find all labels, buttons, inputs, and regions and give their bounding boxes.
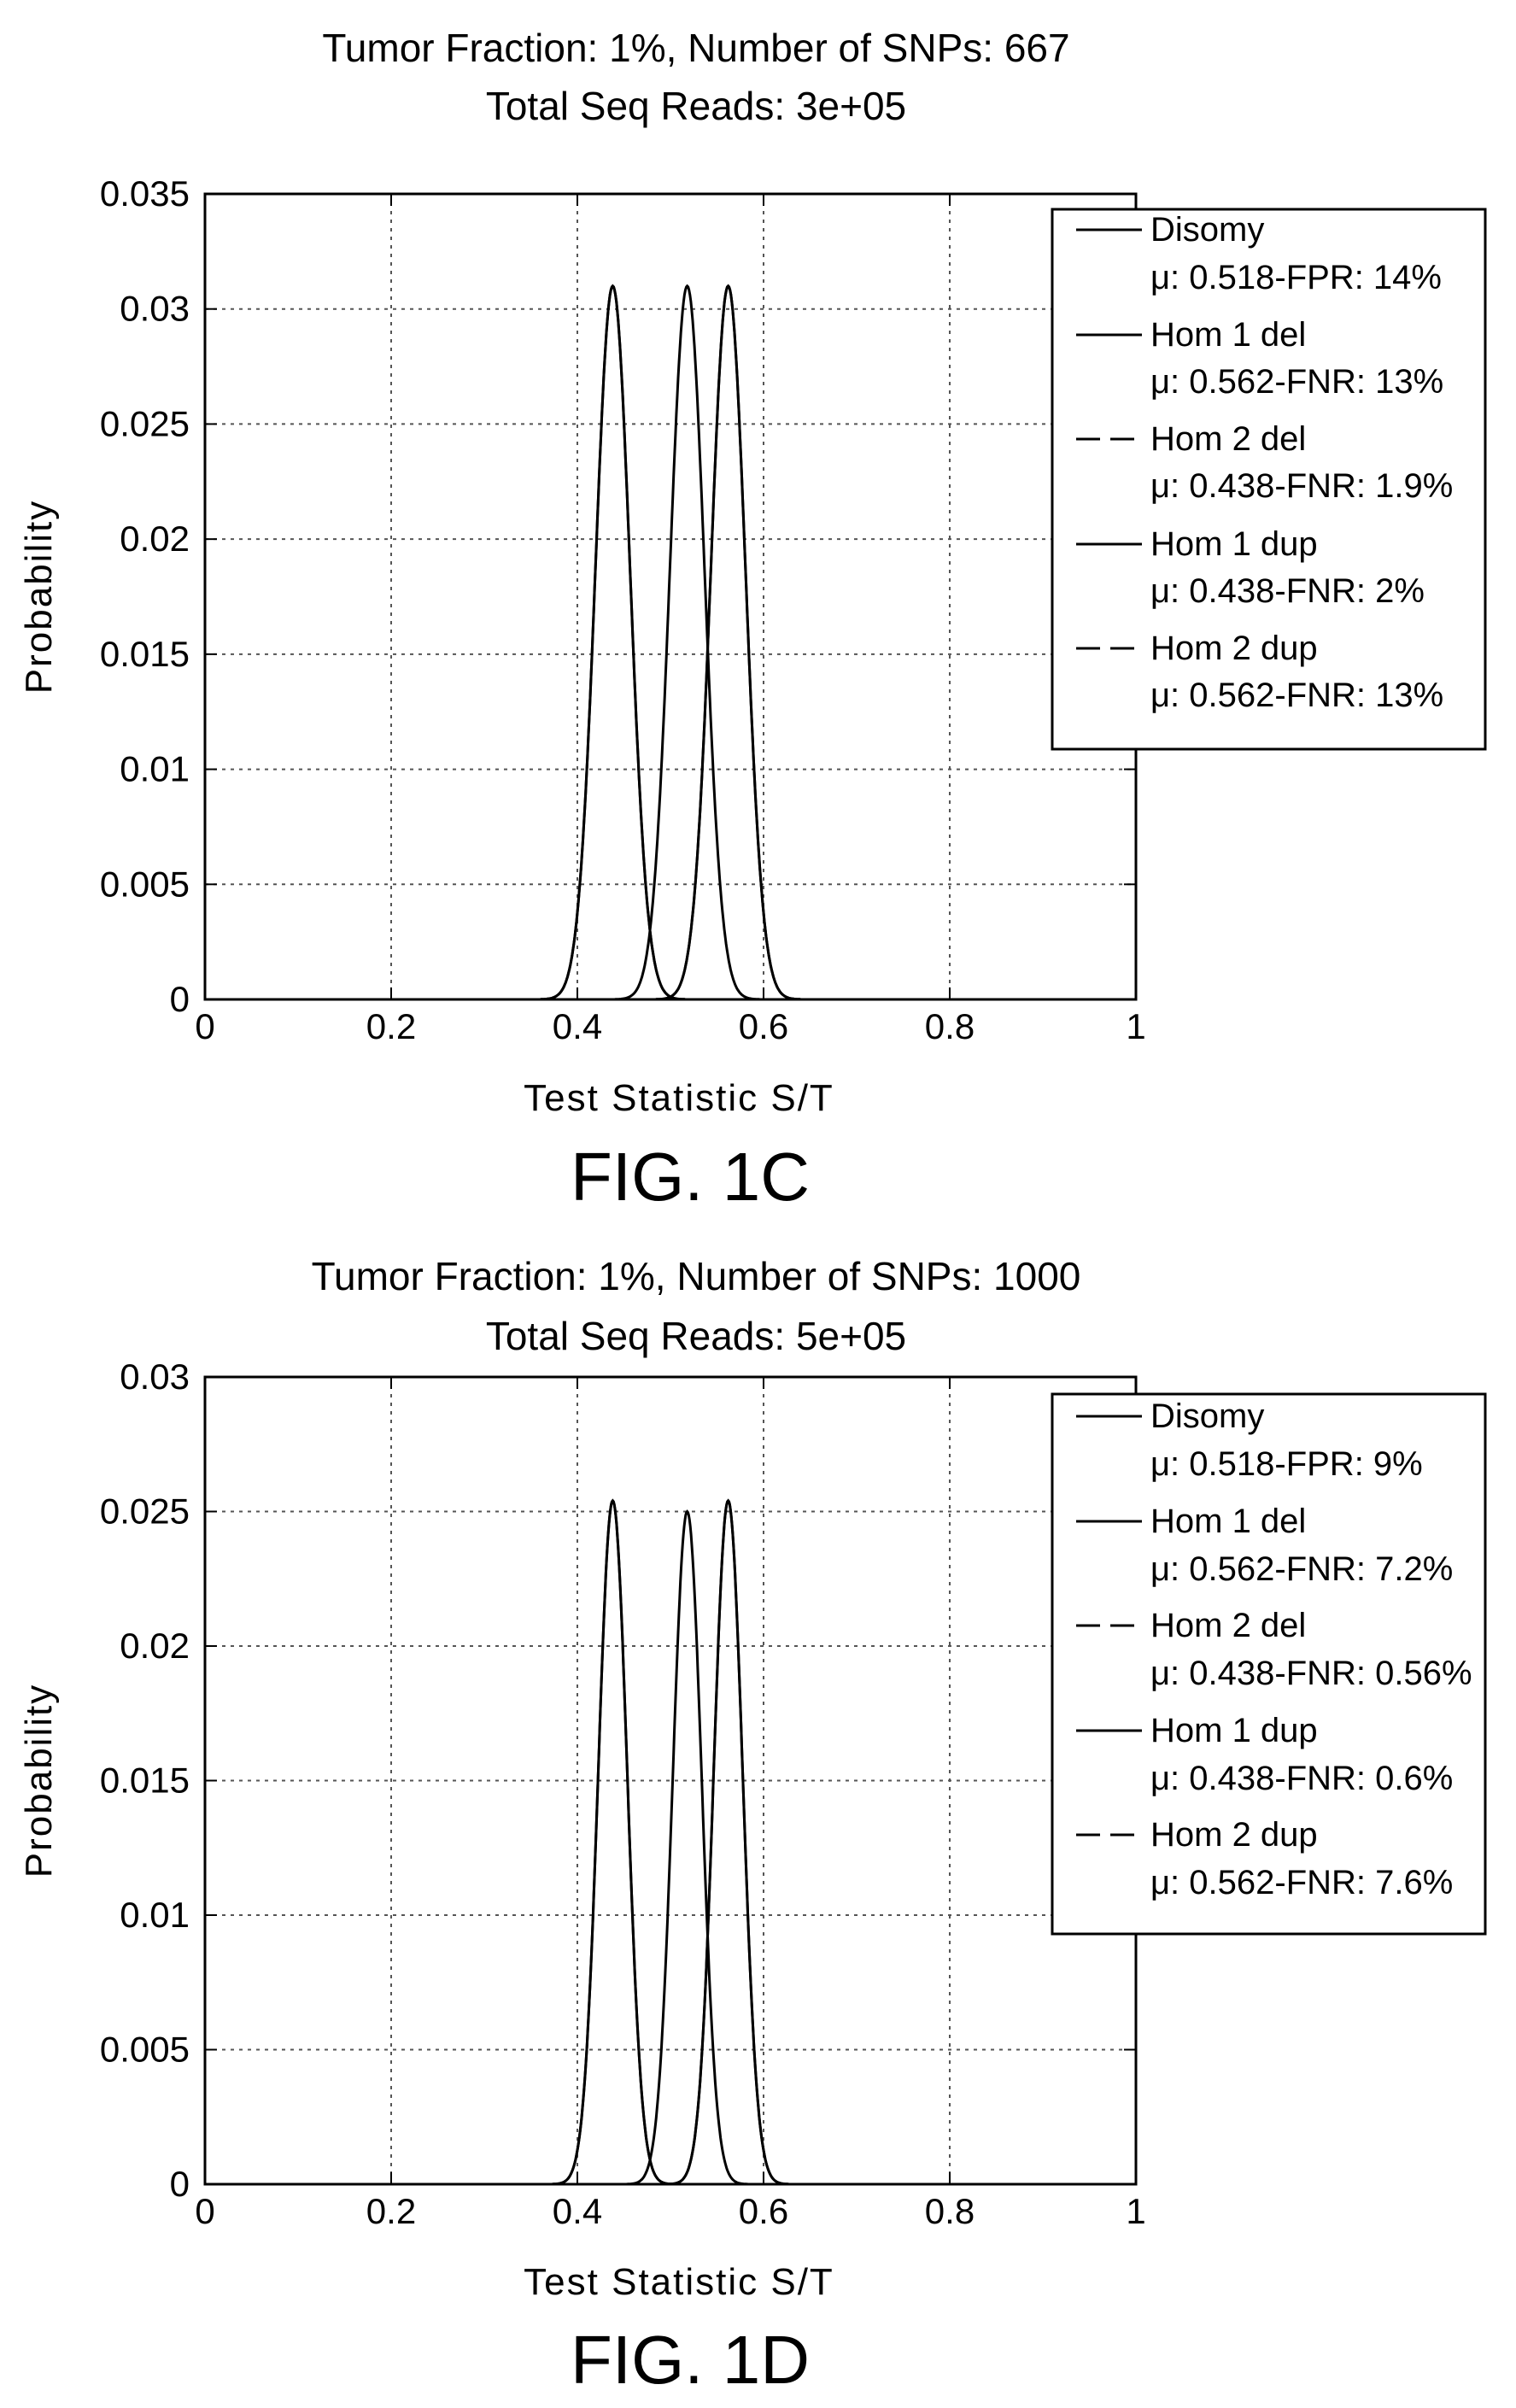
y-tick-label: 0.015: [100, 1761, 190, 1801]
x-tick-label: 0.6: [739, 2191, 788, 2231]
legend-label-4: Hom 1 dup: [1150, 525, 1318, 563]
chart-title-line: Total Seq Reads: 5e+05: [486, 1314, 906, 1358]
x-tick-label: 0.6: [739, 1006, 788, 1046]
figure-label: FIG. 1C: [571, 1139, 810, 1215]
x-tick-label: 0.8: [925, 2191, 975, 2231]
y-tick-label: 0.005: [100, 2030, 190, 2070]
series-line-4: [552, 1498, 674, 2186]
legend-label-3: Hom 2 del: [1150, 420, 1306, 458]
y-tick-label: 0.03: [120, 289, 190, 329]
series-line-5: [667, 1498, 789, 2186]
legend-label-5: Hom 2 dup: [1150, 1816, 1318, 1854]
series-line-3: [540, 284, 686, 1001]
chart-title-line: Total Seq Reads: 3e+05: [486, 84, 906, 128]
legend-detail-3: μ: 0.438-FNR: 1.9%: [1150, 467, 1453, 505]
y-tick-label: 0.01: [120, 1895, 190, 1935]
legend-detail-5: μ: 0.562-FNR: 7.6%: [1150, 1864, 1453, 1901]
y-tick-label: 0.005: [100, 864, 190, 904]
x-tick-label: 1: [1126, 1006, 1145, 1046]
y-tick-label: 0.035: [100, 173, 190, 214]
series-line-1: [614, 284, 760, 1001]
y-tick-label: 0.02: [120, 1626, 190, 1666]
y-tick-label: 0.02: [120, 519, 190, 559]
legend-label-5: Hom 2 dup: [1150, 630, 1318, 667]
legend-detail-4: μ: 0.438-FNR: 2%: [1150, 572, 1425, 610]
legend-box: [1051, 1392, 1487, 1936]
y-tick-label: 0.03: [120, 1356, 190, 1397]
y-tick-label: 0: [170, 2164, 190, 2204]
figure-label: FIG. 1D: [571, 2322, 810, 2398]
x-tick-label: 0: [195, 1006, 214, 1046]
y-axis-label: Probability: [18, 500, 60, 694]
series-line-2: [667, 1498, 789, 2186]
y-tick-label: 0.025: [100, 403, 190, 443]
y-tick-label: 0: [170, 979, 190, 1019]
legend-detail-3: μ: 0.438-FNR: 0.56%: [1150, 1655, 1472, 1692]
y-tick-label: 0.01: [120, 749, 190, 789]
legend-detail-2: μ: 0.562-FNR: 7.2%: [1150, 1550, 1453, 1588]
legend-label-3: Hom 2 del: [1150, 1607, 1306, 1644]
x-axis-label: Test Statistic S/T: [524, 2261, 834, 2303]
legend-label-4: Hom 1 dup: [1150, 1712, 1318, 1749]
legend-label-2: Hom 1 del: [1150, 316, 1306, 354]
plot-frame: [203, 192, 1138, 1001]
series-line-3: [552, 1498, 674, 2186]
legend-label-1: Disomy: [1150, 211, 1264, 249]
legend: Disomy μ: 0.518-FPR: 9% Hom 1 del μ: 0.562-…: [1051, 1392, 1487, 1936]
y-axis-label: Probability: [18, 1684, 60, 1878]
x-tick-label: 0: [195, 2191, 214, 2231]
y-tick-label: 0.025: [100, 1491, 190, 1532]
legend-detail-1: μ: 0.518-FPR: 14%: [1150, 259, 1442, 296]
legend-detail-1: μ: 0.518-FPR: 9%: [1150, 1445, 1423, 1483]
x-tick-label: 0.4: [553, 2191, 602, 2231]
legend-detail-2: μ: 0.562-FNR: 13%: [1150, 363, 1443, 401]
x-tick-label: 0.2: [366, 1006, 416, 1046]
chart-title-line: Tumor Fraction: 1%, Number of SNPs: 667: [322, 26, 1069, 70]
x-tick-label: 0.8: [925, 1006, 975, 1046]
chart-title-line: Tumor Fraction: 1%, Number of SNPs: 1000: [312, 1254, 1081, 1298]
legend-box: [1051, 208, 1487, 751]
series-line-4: [540, 284, 686, 1001]
legend-detail-4: μ: 0.438-FNR: 0.6%: [1150, 1760, 1453, 1797]
chart-1: Tumor Fraction: 1%, Number of SNPs: 667 T…: [18, 26, 1487, 1215]
series-line-1: [626, 1509, 748, 2186]
legend-label-2: Hom 1 del: [1150, 1503, 1306, 1540]
x-tick-label: 1: [1126, 2191, 1145, 2231]
legend: Disomy μ: 0.518-FPR: 14% Hom 1 del μ: 0.562…: [1051, 208, 1487, 751]
x-axis-label: Test Statistic S/T: [524, 1077, 834, 1119]
legend-label-1: Disomy: [1150, 1397, 1264, 1435]
chart-2: Tumor Fraction: 1%, Number of SNPs: 1000…: [18, 1254, 1487, 2398]
x-tick-label: 0.2: [366, 2191, 416, 2231]
x-tick-label: 0.4: [553, 1006, 602, 1046]
series-line-5: [655, 284, 801, 1001]
legend-detail-5: μ: 0.562-FNR: 13%: [1150, 677, 1443, 714]
y-tick-label: 0.015: [100, 634, 190, 674]
